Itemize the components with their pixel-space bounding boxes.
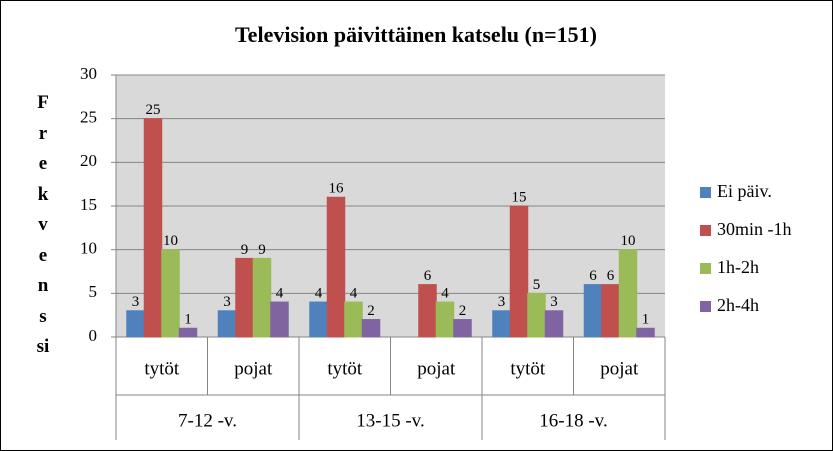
data-label: 6 bbox=[589, 268, 597, 284]
x-tick-label: tytöt bbox=[144, 358, 180, 379]
group-label: 7-12 -v. bbox=[178, 410, 237, 431]
data-label: 25 bbox=[146, 102, 161, 118]
data-label: 2 bbox=[367, 303, 375, 319]
data-label: 4 bbox=[441, 286, 449, 302]
data-label: 6 bbox=[424, 268, 432, 284]
data-label: 1 bbox=[642, 312, 650, 328]
x-tick-label: pojat bbox=[600, 358, 639, 379]
bar bbox=[544, 310, 564, 338]
x-tick-label: tytöt bbox=[510, 358, 546, 379]
y-tick-label: 5 bbox=[89, 282, 98, 301]
bar bbox=[309, 301, 328, 338]
data-label: 10 bbox=[163, 233, 178, 249]
legend-swatch bbox=[700, 187, 711, 198]
bar bbox=[178, 327, 198, 338]
y-tick-label: 25 bbox=[80, 108, 97, 127]
group-label: 16-18 -v. bbox=[539, 410, 607, 431]
data-label: 4 bbox=[315, 286, 323, 302]
x-tick-label: tytöt bbox=[327, 358, 363, 379]
legend-swatch bbox=[700, 301, 711, 312]
y-tick-label: 20 bbox=[80, 151, 97, 170]
chart-title: Television päivittäinen katselu (n=151) bbox=[235, 22, 597, 47]
bar bbox=[435, 301, 455, 338]
data-label: 16 bbox=[329, 181, 345, 197]
data-label: 3 bbox=[223, 294, 231, 310]
bar bbox=[252, 257, 272, 338]
data-label: 2 bbox=[459, 303, 467, 319]
group-label: 13-15 -v. bbox=[356, 410, 424, 431]
bar bbox=[161, 249, 180, 338]
y-tick-label: 15 bbox=[80, 195, 97, 214]
y-tick-label: 0 bbox=[89, 326, 98, 345]
bar bbox=[217, 310, 237, 338]
data-label: 4 bbox=[276, 286, 284, 302]
data-label: 3 bbox=[498, 294, 506, 310]
bar bbox=[509, 205, 529, 338]
bar bbox=[361, 319, 381, 338]
bar bbox=[492, 310, 511, 338]
bar bbox=[618, 249, 638, 338]
x-tick-label: pojat bbox=[417, 358, 456, 379]
legend-swatch bbox=[700, 225, 711, 236]
legend-swatch bbox=[700, 263, 711, 274]
bar bbox=[326, 196, 346, 338]
bar bbox=[601, 284, 620, 338]
legend-label: 30min -1h bbox=[717, 219, 792, 239]
bar bbox=[636, 327, 655, 338]
data-label: 5 bbox=[533, 277, 541, 293]
data-label: 9 bbox=[241, 242, 249, 258]
data-label: 4 bbox=[350, 286, 358, 302]
bar bbox=[418, 284, 437, 338]
legend-label: 2h-4h bbox=[717, 295, 759, 315]
bar bbox=[527, 292, 546, 338]
data-label: 3 bbox=[132, 294, 140, 310]
y-tick-label: 30 bbox=[80, 64, 97, 83]
data-label: 10 bbox=[621, 233, 636, 249]
legend-label: Ei päiv. bbox=[717, 181, 772, 201]
data-label: 9 bbox=[258, 242, 266, 258]
x-tick-label: pojat bbox=[234, 358, 273, 379]
data-label: 3 bbox=[550, 294, 558, 310]
bar bbox=[583, 284, 603, 338]
data-label: 6 bbox=[607, 268, 615, 284]
bar bbox=[235, 257, 254, 338]
y-axis-label: Frekvenssi bbox=[36, 92, 50, 357]
bar bbox=[453, 319, 472, 338]
data-label: 1 bbox=[184, 312, 192, 328]
bar bbox=[344, 301, 363, 338]
data-label: 15 bbox=[512, 189, 527, 205]
legend-label: 1h-2h bbox=[717, 257, 759, 277]
bar bbox=[126, 310, 145, 338]
bar bbox=[270, 301, 289, 338]
bar bbox=[143, 118, 163, 338]
y-tick-label: 10 bbox=[80, 239, 97, 258]
